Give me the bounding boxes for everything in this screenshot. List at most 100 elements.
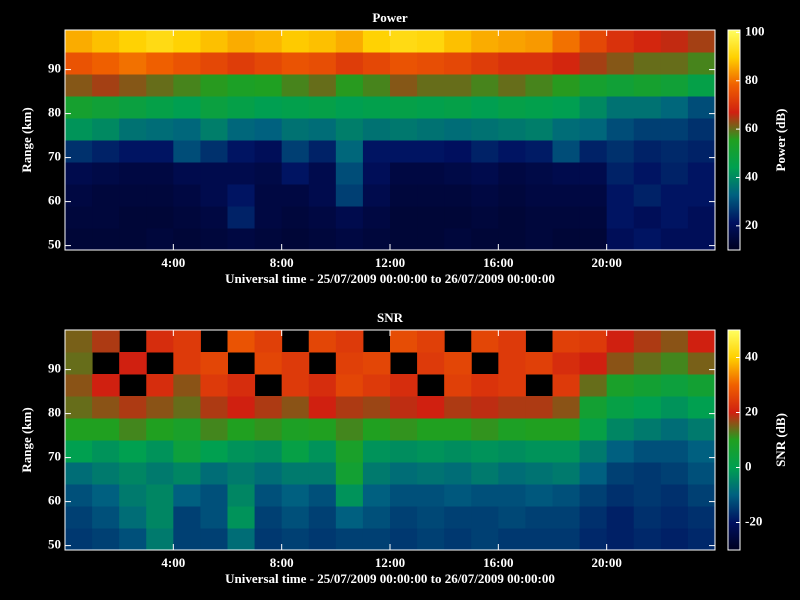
heatmap-cell — [254, 96, 283, 119]
x-tick-label: 4:00 — [161, 255, 185, 270]
heatmap-cell — [335, 118, 364, 141]
heatmap-cell — [579, 330, 608, 353]
heatmap-cell — [200, 96, 228, 119]
heatmap-cell — [498, 162, 526, 185]
heatmap-cell — [281, 206, 310, 229]
heatmap-cell — [471, 506, 499, 529]
heatmap-cell — [471, 330, 499, 353]
heatmap-cell — [552, 96, 581, 119]
y-tick-label: 80 — [48, 105, 61, 120]
heatmap-cell — [687, 74, 716, 97]
heatmap-cell — [498, 74, 526, 97]
heatmap-cell — [417, 140, 445, 163]
heatmap-cell — [525, 352, 553, 375]
heatmap-cell — [471, 96, 499, 119]
heatmap-cell — [525, 162, 553, 185]
heatmap-cell — [579, 206, 608, 229]
heatmap-cell — [254, 206, 283, 229]
heatmap-cell — [200, 528, 228, 551]
heatmap-cell — [525, 30, 553, 53]
heatmap-cell — [417, 396, 445, 419]
heatmap-cell — [687, 206, 716, 229]
heatmap-cell — [687, 484, 716, 507]
heatmap-cell — [552, 206, 581, 229]
heatmap-cell — [92, 418, 120, 441]
heatmap-cell — [390, 440, 418, 463]
heatmap-cell — [525, 396, 553, 419]
heatmap-cell — [200, 484, 228, 507]
heatmap-cell — [92, 330, 120, 353]
heatmap-cell — [552, 506, 581, 529]
heatmap-cell — [606, 184, 635, 207]
heatmap-cell — [606, 374, 635, 397]
heatmap-cell — [308, 506, 337, 529]
heatmap-cell — [660, 352, 689, 375]
heatmap-cell — [119, 184, 147, 207]
heatmap-cell — [552, 528, 581, 551]
heatmap-cell — [200, 440, 228, 463]
heatmap-cell — [606, 462, 635, 485]
heatmap-cell — [606, 96, 635, 119]
heatmap-cell — [65, 162, 93, 185]
heatmap-cell — [390, 228, 418, 251]
heatmap-cell — [660, 96, 689, 119]
heatmap-cell — [146, 96, 174, 119]
heatmap-cell — [552, 352, 581, 375]
heatmap-cell — [335, 418, 364, 441]
heatmap-cell — [579, 30, 608, 53]
heatmap-cell — [687, 96, 716, 119]
heatmap-cell — [498, 352, 526, 375]
heatmap-cell — [498, 140, 526, 163]
heatmap-cell — [146, 184, 174, 207]
heatmap-cell — [281, 96, 310, 119]
heatmap-cell — [525, 184, 553, 207]
heatmap-cell — [498, 418, 526, 441]
heatmap-cell — [308, 330, 337, 353]
heatmap-cell — [281, 462, 310, 485]
heatmap-cell — [525, 440, 553, 463]
heatmap-cell — [362, 352, 391, 375]
heatmap-cell — [633, 506, 662, 529]
heatmap-cell — [525, 418, 553, 441]
heatmap-cell — [146, 118, 174, 141]
heatmap-cell — [254, 330, 283, 353]
heatmap-cell — [200, 74, 228, 97]
heatmap-cell — [173, 162, 201, 185]
heatmap-cell — [146, 30, 174, 53]
heatmap-cell — [335, 374, 364, 397]
heatmap-cell — [281, 484, 310, 507]
heatmap-cell — [308, 140, 337, 163]
heatmap-cell — [173, 484, 201, 507]
colorbar — [727, 29, 741, 251]
heatmap-cell — [471, 74, 499, 97]
heatmap-cell — [390, 96, 418, 119]
heatmap-cell — [660, 118, 689, 141]
heatmap-cell — [687, 330, 716, 353]
heatmap-cell — [308, 228, 337, 251]
heatmap-cell — [579, 528, 608, 551]
heatmap-cell — [146, 528, 174, 551]
heatmap-cell — [65, 228, 93, 251]
y-axis-label: Range (km) — [19, 407, 34, 472]
heatmap-cell — [579, 440, 608, 463]
heatmap-cell — [390, 528, 418, 551]
heatmap-cell — [552, 74, 581, 97]
heatmap-cell — [119, 118, 147, 141]
heatmap-cell — [660, 228, 689, 251]
heatmap-cell — [227, 506, 256, 529]
heatmap-cell — [200, 162, 228, 185]
heatmap-cell — [552, 228, 581, 251]
heatmap-cell — [444, 52, 472, 75]
heatmap-cell — [227, 462, 256, 485]
heatmap-cell — [687, 140, 716, 163]
heatmap-cell — [687, 528, 716, 551]
heatmap-cell — [390, 74, 418, 97]
heatmap-cell — [146, 162, 174, 185]
heatmap-cell — [227, 52, 256, 75]
heatmap-cell — [687, 228, 716, 251]
heatmap-cell — [119, 228, 147, 251]
heatmap-cell — [498, 206, 526, 229]
heatmap-cell — [417, 30, 445, 53]
heatmap-cell — [173, 374, 201, 397]
heatmap-cell — [281, 374, 310, 397]
